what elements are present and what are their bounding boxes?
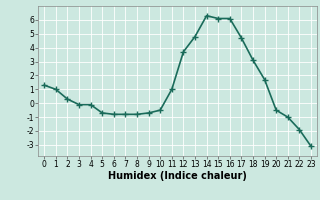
X-axis label: Humidex (Indice chaleur): Humidex (Indice chaleur) — [108, 171, 247, 181]
